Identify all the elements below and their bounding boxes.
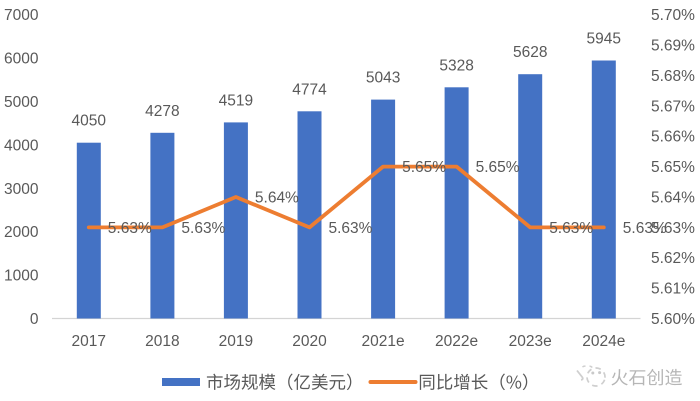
svg-text:5.62%: 5.62% (651, 250, 695, 267)
svg-text:5.63%: 5.63% (181, 220, 225, 237)
svg-text:2017: 2017 (72, 333, 106, 350)
svg-text:5.69%: 5.69% (651, 38, 695, 55)
svg-text:5328: 5328 (439, 57, 473, 74)
svg-text:5.64%: 5.64% (651, 190, 695, 207)
svg-text:5.63%: 5.63% (651, 220, 695, 237)
svg-text:0: 0 (30, 311, 39, 328)
svg-text:5043: 5043 (366, 70, 400, 87)
svg-text:7000: 7000 (4, 7, 39, 24)
svg-text:5.63%: 5.63% (623, 220, 667, 237)
svg-text:5.70%: 5.70% (651, 7, 695, 24)
svg-text:5.65%: 5.65% (476, 159, 520, 176)
svg-text:5.68%: 5.68% (651, 68, 695, 85)
svg-text:6000: 6000 (4, 51, 39, 68)
svg-text:2023e: 2023e (509, 333, 552, 350)
svg-text:4050: 4050 (72, 113, 107, 130)
svg-text:4774: 4774 (292, 81, 327, 98)
svg-text:2019: 2019 (219, 333, 253, 350)
svg-text:2021e: 2021e (362, 333, 405, 350)
svg-text:4278: 4278 (145, 103, 179, 120)
svg-text:5.63%: 5.63% (329, 220, 373, 237)
svg-text:5628: 5628 (513, 44, 547, 61)
svg-text:2020: 2020 (292, 333, 327, 350)
svg-text:4519: 4519 (219, 92, 253, 109)
svg-text:5.60%: 5.60% (651, 311, 695, 328)
svg-text:5.61%: 5.61% (651, 281, 695, 298)
svg-text:3000: 3000 (4, 181, 39, 198)
svg-text:2000: 2000 (4, 224, 39, 241)
svg-text:5.65%: 5.65% (402, 159, 446, 176)
svg-text:2018: 2018 (145, 333, 179, 350)
svg-text:5000: 5000 (4, 94, 39, 111)
svg-text:5.64%: 5.64% (255, 190, 299, 207)
svg-text:5.63%: 5.63% (549, 220, 593, 237)
svg-text:5.67%: 5.67% (651, 98, 695, 115)
svg-text:5945: 5945 (587, 31, 621, 48)
svg-text:2022e: 2022e (435, 333, 478, 350)
svg-text:1000: 1000 (4, 268, 39, 285)
svg-text:2024e: 2024e (582, 333, 625, 350)
svg-text:4000: 4000 (4, 137, 39, 154)
svg-text:5.65%: 5.65% (651, 159, 695, 176)
svg-text:5.66%: 5.66% (651, 129, 695, 146)
svg-text:5.63%: 5.63% (108, 220, 152, 237)
